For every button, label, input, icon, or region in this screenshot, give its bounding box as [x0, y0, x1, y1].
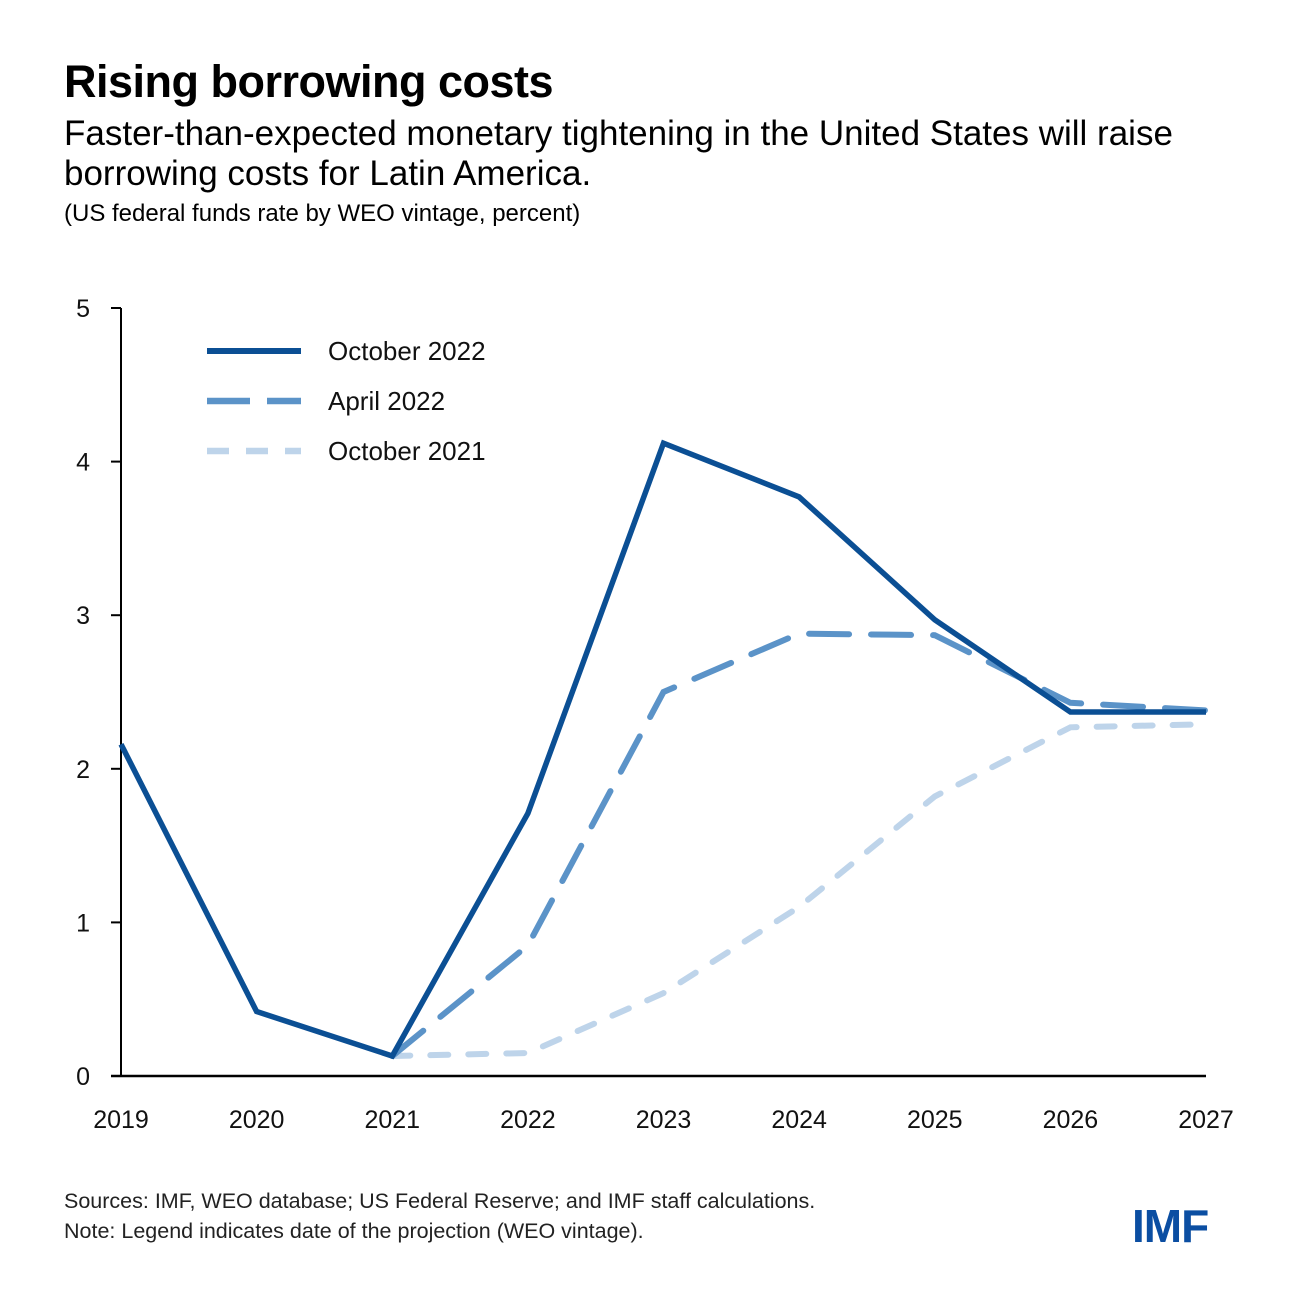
y-tick-label: 4 [76, 449, 90, 477]
legend-note: Note: Legend indicates date of the proje… [64, 1219, 644, 1243]
y-tick-label: 0 [76, 1063, 90, 1091]
x-tick-label: 2027 [1178, 1106, 1234, 1134]
x-tick-label: 2022 [500, 1106, 556, 1134]
series-line-april-2022 [389, 630, 1209, 1059]
x-tick-label: 2024 [771, 1106, 827, 1134]
axes: 0 1 2 3 4 5 2019 2020 2021 2022 2023 2024 2025 2026 20… [76, 295, 1234, 1134]
x-tick-label: 2023 [636, 1106, 692, 1134]
chart-title: Rising borrowing costs [64, 56, 554, 107]
series-layer [118, 439, 1209, 1060]
y-tick-label: 1 [76, 909, 90, 937]
footer: Sources: IMF, WEO database; US Federal R… [64, 1186, 815, 1246]
chart-subtitle: Faster-than-expected monetary tightening… [64, 114, 1173, 193]
sources-note: Sources: IMF, WEO database; US Federal R… [64, 1189, 816, 1213]
imf-logo: IMF [1132, 1200, 1209, 1252]
y-tick-label: 5 [76, 295, 90, 323]
x-tick-label: 2026 [1043, 1106, 1099, 1134]
legend-label: October 2021 [328, 436, 486, 466]
legend: October 2022 April 2022 October 2021 [207, 336, 486, 466]
y-tick-label: 2 [76, 756, 90, 784]
x-tick-label: 2025 [907, 1106, 963, 1134]
legend-label: April 2022 [328, 386, 445, 416]
legend-label: October 2022 [328, 336, 486, 366]
x-tick-label: 2019 [93, 1106, 149, 1134]
y-tick-label: 3 [76, 602, 90, 630]
x-tick-label: 2021 [364, 1106, 420, 1134]
unit-note: (US federal funds rate by WEO vintage, p… [64, 200, 581, 227]
series-line-october-2022 [118, 439, 1206, 1060]
x-tick-label: 2020 [229, 1106, 285, 1134]
series-line-october-2021 [389, 721, 1209, 1059]
